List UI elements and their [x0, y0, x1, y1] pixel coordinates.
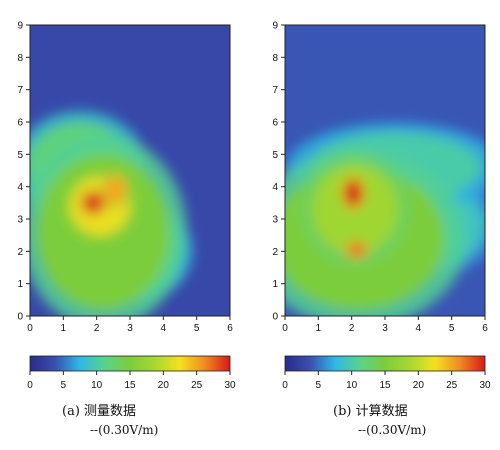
- x-tick-label-a-0: 0: [27, 323, 33, 334]
- colorbar-b-ticks: 0 5 10 15 20 25 30: [282, 371, 491, 391]
- y-tick-label-b-3: 3: [272, 215, 278, 226]
- x-tick-label-a-6: 6: [227, 323, 233, 334]
- y-tick-label-a-9: 9: [17, 21, 23, 32]
- unit-a: --(0.30V/m): [90, 423, 158, 437]
- unit-b: --(0.30V/m): [358, 423, 426, 437]
- colorbar-b: 0 5 10 15 20 25 30: [282, 355, 491, 391]
- colorbar-a-bar: [29, 355, 231, 372]
- x-tick-label-b-0: 0: [282, 323, 288, 334]
- colorbar-a-tick-label-4: 20: [158, 380, 170, 391]
- colorbar-b-tick-label-2: 10: [346, 380, 358, 391]
- colorbar-b-tick-label-1: 5: [316, 380, 322, 391]
- colorbar-a-tick-label-5: 25: [191, 380, 203, 391]
- colorbar-a-ticks: 0 5 10 15 20 25 30: [27, 371, 236, 391]
- colorbar-b-tick-label-0: 0: [282, 380, 288, 391]
- heatmap-b-hotspot-0: [343, 178, 364, 208]
- colorbar-b-bar: [284, 355, 486, 372]
- x-tick-label-a-2: 2: [94, 323, 100, 334]
- x-tick-label-a-4: 4: [161, 323, 167, 334]
- colorbar-a-tick-label-2: 10: [91, 380, 103, 391]
- colorbar-b-tick-label-6: 30: [479, 380, 491, 391]
- x-tick-label-b-1: 1: [316, 323, 322, 334]
- heatmap-b-field: [285, 25, 485, 316]
- x-tick-label-a-3: 3: [127, 323, 133, 334]
- colorbar-b-tick-label-5: 25: [446, 380, 458, 391]
- y-tick-label-a-7: 7: [17, 85, 23, 96]
- caption-b: (b) 计算数据: [333, 404, 408, 419]
- x-tick-label-b-6: 6: [482, 323, 488, 334]
- heatmap-b-axes: 0 1 2 3 4 5 6 0 1 2 3 4 5 6 7 8 9: [272, 21, 488, 335]
- y-tick-label-a-0: 0: [17, 312, 23, 323]
- colorbar-a-tick-label-1: 5: [61, 380, 67, 391]
- heatmap-b-hotspot-1: [346, 241, 367, 258]
- y-tick-label-b-5: 5: [272, 150, 278, 161]
- x-tick-label-b-3: 3: [382, 323, 388, 334]
- heatmap-b-blobs: [285, 122, 485, 316]
- heatmap-a-axes: 0 1 2 3 4 5 6 0 1 2 3 4 5 6 7 8 9: [17, 21, 233, 335]
- colorbar-b-tick-label-4: 20: [413, 380, 425, 391]
- colorbar-a: 0 5 10 15 20 25 30: [27, 355, 236, 391]
- colorbar-a-tick-label-0: 0: [27, 380, 33, 391]
- caption-a: (a) 测量数据: [62, 404, 136, 419]
- heatmap-a: 0 1 2 3 4 5 6 0 1 2 3 4 5 6 7 8 9: [17, 21, 233, 335]
- y-tick-label-b-6: 6: [272, 118, 278, 129]
- x-tick-label-a-5: 5: [194, 323, 200, 334]
- y-tick-label-a-3: 3: [17, 215, 23, 226]
- y-tick-label-b-1: 1: [272, 279, 278, 290]
- y-tick-label-a-8: 8: [17, 53, 23, 64]
- colorbar-a-tick-label-6: 30: [224, 380, 236, 391]
- y-tick-label-b-7: 7: [272, 85, 278, 96]
- heatmap-a-hotspot-0: [81, 191, 106, 215]
- heatmap-a-hotspot-1: [103, 175, 127, 205]
- heatmap-b: 0 1 2 3 4 5 6 0 1 2 3 4 5 6 7 8 9: [272, 21, 488, 335]
- y-tick-label-a-5: 5: [17, 150, 23, 161]
- colorbar-a-tick-label-3: 15: [124, 380, 136, 391]
- heatmap-a-blobs: [30, 110, 193, 316]
- x-tick-label-a-1: 1: [61, 323, 67, 334]
- y-tick-label-b-8: 8: [272, 53, 278, 64]
- y-tick-label-a-2: 2: [17, 247, 23, 258]
- y-tick-label-a-1: 1: [17, 279, 23, 290]
- y-tick-label-b-9: 9: [272, 21, 278, 32]
- y-tick-label-b-0: 0: [272, 312, 278, 323]
- x-tick-label-b-4: 4: [416, 323, 422, 334]
- colorbar-b-tick-label-3: 15: [379, 380, 391, 391]
- y-tick-label-a-6: 6: [17, 118, 23, 129]
- y-tick-label-b-2: 2: [272, 247, 278, 258]
- heatmap-a-field: [30, 25, 230, 316]
- y-tick-label-b-4: 4: [272, 182, 278, 193]
- y-tick-label-a-4: 4: [17, 182, 23, 193]
- x-tick-label-b-2: 2: [349, 323, 355, 334]
- x-tick-label-b-5: 5: [449, 323, 455, 334]
